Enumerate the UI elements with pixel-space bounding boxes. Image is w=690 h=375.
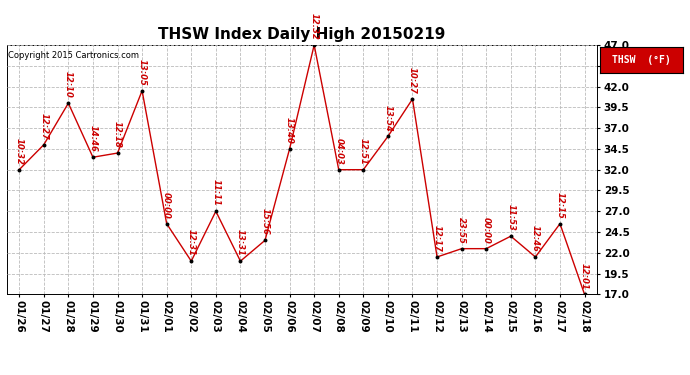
Point xyxy=(161,221,172,227)
Point xyxy=(530,254,541,260)
Text: 23:55: 23:55 xyxy=(457,217,466,244)
Text: 11:11: 11:11 xyxy=(211,179,220,206)
Title: THSW Index Daily High 20150219: THSW Index Daily High 20150219 xyxy=(158,27,446,42)
Text: 12:10: 12:10 xyxy=(64,71,73,98)
Point xyxy=(505,233,516,239)
Point xyxy=(358,166,369,172)
Point xyxy=(63,100,74,106)
Text: 12:27: 12:27 xyxy=(39,113,48,140)
Point xyxy=(137,88,148,94)
Text: 12:18: 12:18 xyxy=(113,121,122,148)
Text: 04:03: 04:03 xyxy=(334,138,343,165)
Point xyxy=(112,150,123,156)
Text: 12:15: 12:15 xyxy=(555,192,564,219)
Text: 00:00: 00:00 xyxy=(482,217,491,244)
Point xyxy=(456,246,467,252)
Point xyxy=(431,254,442,260)
Point xyxy=(88,154,99,160)
Text: 13:40: 13:40 xyxy=(285,117,294,144)
Point xyxy=(210,208,221,214)
Point xyxy=(579,291,590,297)
Point xyxy=(382,134,393,140)
Point xyxy=(186,258,197,264)
Text: 12:01: 12:01 xyxy=(580,262,589,290)
Point xyxy=(308,42,319,48)
Point xyxy=(284,146,295,152)
Text: 15:56: 15:56 xyxy=(261,209,270,236)
Text: 12:17: 12:17 xyxy=(433,225,442,252)
Point xyxy=(259,237,270,243)
Point xyxy=(14,166,25,172)
Text: 10:27: 10:27 xyxy=(408,67,417,94)
Text: 14:46: 14:46 xyxy=(88,125,97,152)
Text: Copyright 2015 Cartronics.com: Copyright 2015 Cartronics.com xyxy=(8,51,139,60)
Text: 00:00: 00:00 xyxy=(162,192,171,219)
Text: 12:46: 12:46 xyxy=(531,225,540,252)
Text: 12:32: 12:32 xyxy=(310,13,319,40)
Point xyxy=(235,258,246,264)
Point xyxy=(555,221,566,227)
Text: THSW  (°F): THSW (°F) xyxy=(612,55,671,65)
Text: 12:51: 12:51 xyxy=(359,138,368,165)
Text: 13:31: 13:31 xyxy=(236,229,245,256)
Text: 10:32: 10:32 xyxy=(14,138,23,165)
Text: 12:31: 12:31 xyxy=(187,229,196,256)
Point xyxy=(333,166,344,172)
Text: 13:05: 13:05 xyxy=(137,59,146,86)
Point xyxy=(38,142,49,148)
Text: 13:54: 13:54 xyxy=(384,105,393,132)
Text: 11:53: 11:53 xyxy=(506,204,515,231)
Point xyxy=(481,246,492,252)
Point xyxy=(407,96,418,102)
